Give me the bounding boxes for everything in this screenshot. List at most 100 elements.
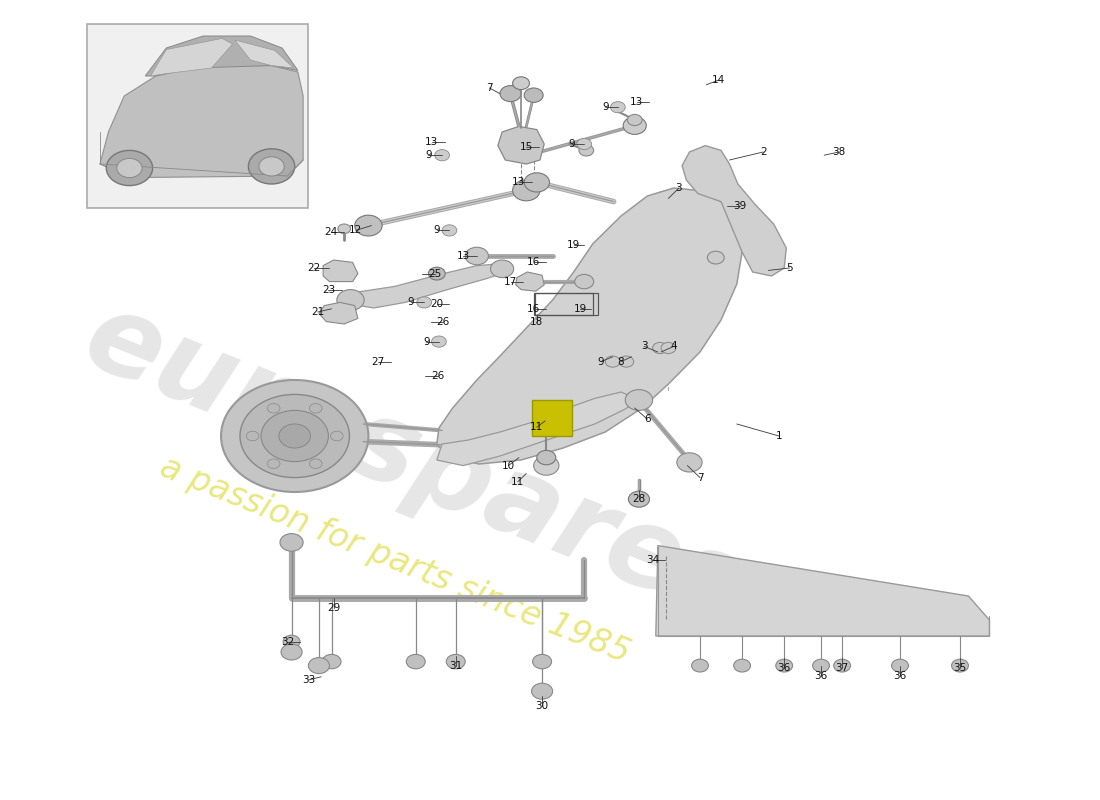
Circle shape [513,180,540,201]
Text: 11: 11 [512,477,525,486]
Polygon shape [323,260,358,282]
Circle shape [576,138,592,150]
Circle shape [117,158,142,178]
Text: 36: 36 [814,671,827,681]
Text: 37: 37 [836,663,849,673]
Circle shape [525,173,550,192]
Circle shape [246,431,258,441]
Text: 2: 2 [760,147,767,157]
Text: 31: 31 [449,661,462,670]
Bar [534,293,593,315]
Circle shape [534,456,559,475]
Text: 12: 12 [349,226,362,235]
Circle shape [525,88,543,102]
Text: 19: 19 [573,304,586,314]
Circle shape [417,297,431,308]
Text: eurospares: eurospares [70,283,761,645]
Circle shape [330,431,343,441]
Text: 32: 32 [280,637,294,646]
Circle shape [532,654,551,669]
Circle shape [322,654,341,669]
Circle shape [952,659,968,672]
Text: 34: 34 [646,555,659,565]
Circle shape [500,86,521,102]
Text: 27: 27 [372,357,385,366]
Polygon shape [234,40,294,68]
Circle shape [447,654,465,669]
Text: 9: 9 [424,337,430,346]
Text: 6: 6 [644,414,651,424]
Text: 14: 14 [713,75,726,85]
Circle shape [240,394,350,478]
Circle shape [221,380,368,492]
Polygon shape [498,126,544,164]
Text: 18: 18 [530,318,543,327]
Polygon shape [100,64,304,178]
Circle shape [513,77,529,90]
Text: 13: 13 [513,178,526,187]
Text: 28: 28 [632,494,646,504]
Circle shape [280,534,304,551]
Circle shape [434,150,450,161]
Text: 3: 3 [675,183,682,193]
Circle shape [652,342,668,354]
Circle shape [531,683,552,699]
Text: 7: 7 [486,83,493,93]
Circle shape [610,102,625,113]
Polygon shape [151,38,232,76]
Circle shape [574,274,594,289]
Circle shape [309,403,322,413]
Text: 19: 19 [566,240,581,250]
Text: a passion for parts since 1985: a passion for parts since 1985 [155,450,635,670]
Circle shape [628,491,649,507]
Text: 17: 17 [504,278,517,287]
Text: 23: 23 [322,285,335,294]
Circle shape [892,659,909,672]
Circle shape [619,356,634,367]
Text: 26: 26 [437,317,450,326]
Polygon shape [344,264,505,308]
Text: 16: 16 [527,304,540,314]
Circle shape [309,459,322,469]
Circle shape [249,149,295,184]
Polygon shape [437,392,639,466]
Polygon shape [682,146,786,276]
Text: 1: 1 [776,431,782,441]
Circle shape [491,260,514,278]
Text: 30: 30 [536,701,549,710]
Circle shape [627,114,642,126]
Text: 9: 9 [597,357,604,366]
Circle shape [428,267,446,280]
Text: 35: 35 [954,663,967,673]
Circle shape [661,342,675,354]
Circle shape [707,251,724,264]
Circle shape [692,659,708,672]
Text: 13: 13 [425,137,438,146]
Circle shape [354,215,382,236]
Text: 9: 9 [407,298,414,307]
Circle shape [107,150,153,186]
Circle shape [834,659,850,672]
Text: 13: 13 [630,98,644,107]
Text: 39: 39 [734,202,747,211]
Text: 4: 4 [670,342,676,351]
Text: 20: 20 [430,299,443,309]
Text: 3: 3 [641,342,648,351]
Text: 5: 5 [786,263,793,273]
Polygon shape [516,272,544,291]
Text: 7: 7 [696,473,703,482]
Circle shape [579,145,594,156]
Text: 29: 29 [327,603,340,613]
Polygon shape [656,546,990,636]
Bar [87,24,308,208]
Text: 25: 25 [428,269,441,278]
Circle shape [337,290,364,310]
Circle shape [623,117,647,134]
Text: 26: 26 [431,371,444,381]
Circle shape [431,336,447,347]
Circle shape [283,635,300,648]
Circle shape [465,247,488,265]
Text: 33: 33 [301,675,315,685]
Circle shape [537,450,556,465]
Text: 36: 36 [893,671,906,681]
